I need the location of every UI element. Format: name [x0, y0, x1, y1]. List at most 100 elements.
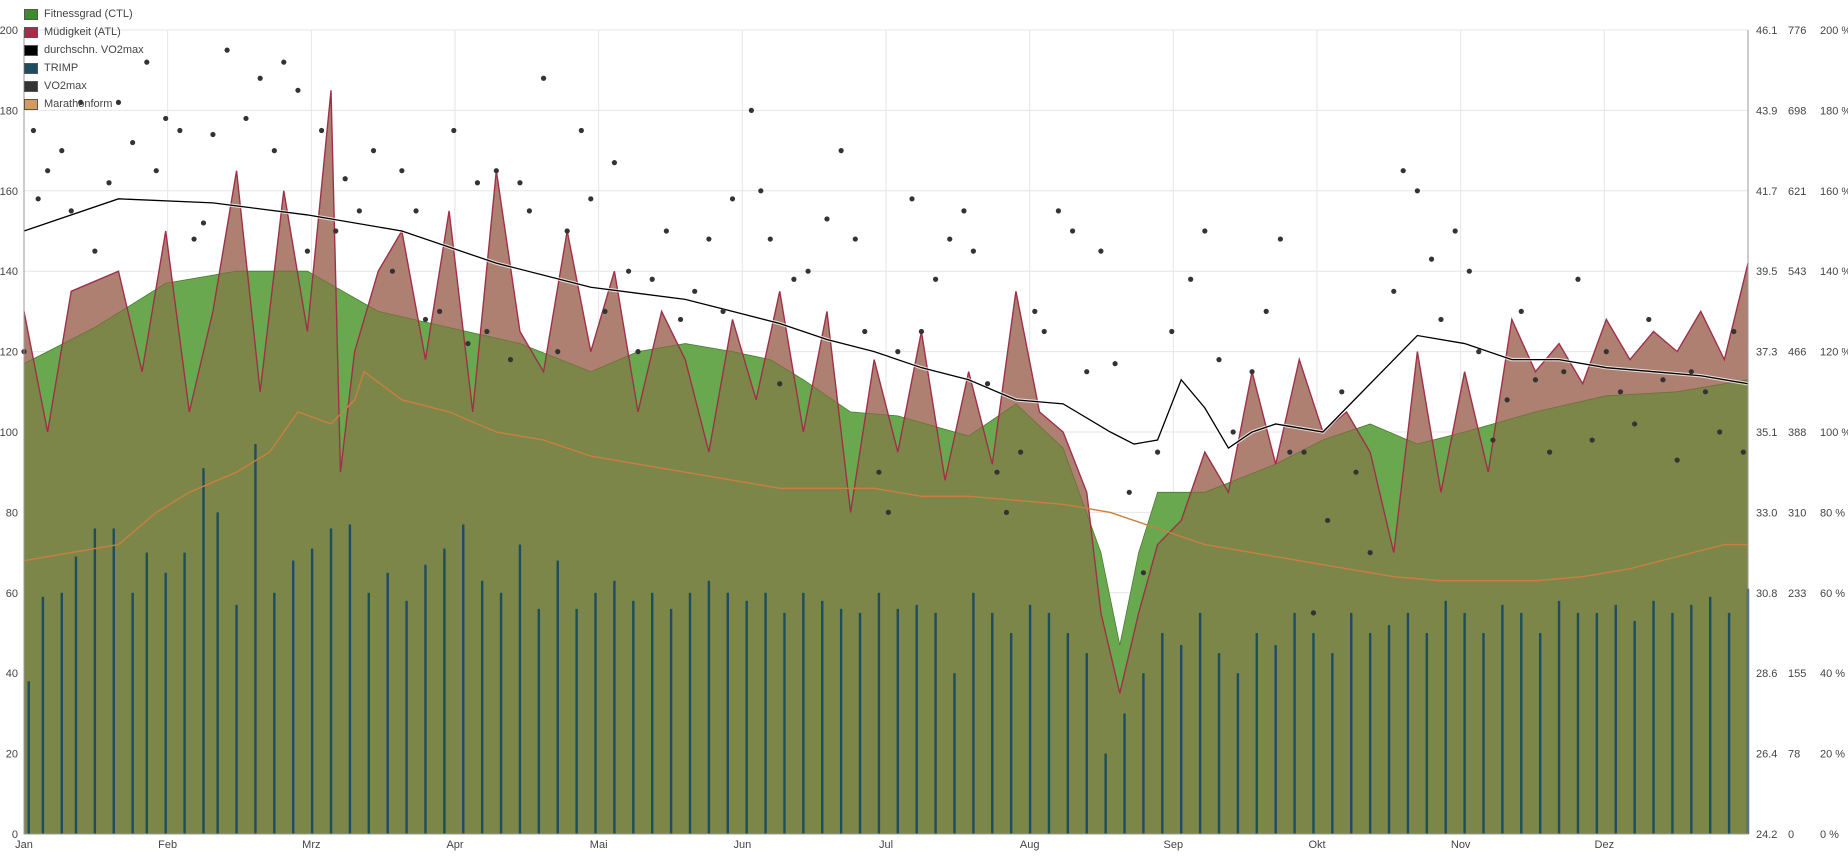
legend-item-avg-vo2max[interactable]: durchschn. VO2max — [24, 41, 144, 59]
vo2max-point — [191, 236, 197, 242]
y-tick-label-vo2max: 46.1 — [1756, 25, 1777, 37]
legend-item-fatigue[interactable]: Müdigkeit (ATL) — [24, 23, 144, 41]
legend-swatch-vo2max — [24, 80, 38, 92]
vo2max-point — [1504, 397, 1510, 403]
legend-item-fitness[interactable]: Fitnessgrad (CTL) — [24, 5, 144, 23]
legend-swatch-fitness — [24, 8, 38, 20]
trimp-bar — [1217, 653, 1221, 834]
vo2max-point — [555, 349, 561, 355]
y-tick-label-vo2max: 28.6 — [1756, 668, 1777, 680]
vo2max-point — [399, 168, 405, 174]
vo2max-point — [932, 276, 939, 282]
vo2max-point — [947, 236, 953, 242]
vo2max-point — [210, 131, 216, 138]
trimp-bar — [783, 612, 786, 834]
y-tick-label-vo2max: 26.4 — [1756, 749, 1777, 761]
trimp-bar — [1576, 612, 1580, 834]
trimp-bar — [74, 556, 78, 834]
vo2max-point — [1391, 288, 1397, 294]
trimp-bar — [915, 604, 918, 834]
vo2max-point — [163, 115, 169, 122]
legend-item-vo2max[interactable]: VO2max — [24, 77, 144, 95]
vo2max-point — [1339, 389, 1345, 395]
legend-item-trimp[interactable]: TRIMP — [24, 59, 144, 77]
vo2max-point — [318, 127, 325, 134]
vo2max-point — [706, 236, 712, 242]
legend-swatch-trimp — [24, 62, 38, 74]
vo2max-point — [1003, 509, 1010, 515]
vo2max-point — [1112, 361, 1118, 367]
y-tick-label-trimp: 466 — [1788, 347, 1806, 359]
legend-item-marathon[interactable]: Marathonform — [24, 95, 144, 113]
vo2max-point — [805, 268, 811, 274]
y-tick-label-percent: 200 % — [1820, 25, 1848, 37]
y-tick-label-left: 40 — [6, 668, 18, 680]
vo2max-point — [92, 248, 98, 254]
trimp-bar — [1633, 620, 1636, 834]
vo2max-point — [994, 469, 1000, 475]
vo2max-point — [1674, 457, 1680, 463]
vo2max-point — [144, 59, 150, 65]
vo2max-point — [1717, 429, 1723, 435]
vo2max-point — [177, 127, 183, 134]
trimp-bar — [1501, 604, 1504, 834]
vo2max-point — [1490, 437, 1496, 443]
vo2max-point — [1547, 449, 1553, 455]
vo2max-point — [918, 328, 925, 335]
vo2max-point — [677, 316, 684, 323]
legend-swatch-marathon — [24, 98, 38, 110]
vo2max-point — [852, 236, 858, 242]
y-tick-label-left: 60 — [6, 588, 18, 600]
vo2max-point — [1660, 377, 1666, 383]
vo2max-point — [1216, 357, 1222, 363]
vo2max-point — [1055, 208, 1061, 214]
vo2max-point — [649, 276, 655, 282]
trimp-bar — [839, 608, 843, 834]
x-tick-label-month: Aug — [1020, 839, 1040, 851]
vo2max-point — [1476, 349, 1482, 355]
y-tick-label-percent: 80 % — [1820, 507, 1845, 519]
y-tick-label-trimp: 310 — [1788, 507, 1806, 519]
vo2max-point — [1154, 449, 1161, 455]
x-tick-label-month: Sep — [1164, 839, 1184, 851]
vo2max-point — [370, 148, 377, 154]
vo2max-point — [1301, 449, 1307, 455]
legend-swatch-avg-vo2max — [24, 44, 38, 56]
trimp-bar — [537, 608, 541, 834]
vo2max-point — [1367, 550, 1373, 556]
vo2max-point — [243, 115, 249, 122]
trimp-bar — [183, 552, 186, 834]
y-tick-label-trimp: 621 — [1788, 186, 1806, 198]
y-tick-label-percent: 140 % — [1820, 266, 1848, 278]
vo2max-point — [1287, 449, 1293, 455]
trimp-bar — [669, 608, 673, 834]
x-tick-label-month: Jun — [733, 839, 751, 851]
trimp-bar — [1444, 600, 1447, 834]
vo2max-point — [271, 148, 277, 154]
trimp-bar — [405, 600, 408, 834]
vo2max-point — [1310, 610, 1317, 616]
y-tick-label-vo2max: 37.3 — [1756, 347, 1777, 359]
vo2max-point — [625, 268, 632, 274]
vo2max-point — [1646, 316, 1652, 323]
vo2max-point — [115, 99, 122, 105]
trimp-bar — [972, 592, 975, 834]
trimp-bar — [1312, 633, 1315, 834]
trimp-bar — [858, 612, 862, 834]
vo2max-point — [909, 196, 915, 202]
fatigue-line — [23, 90, 1749, 694]
vo2max-point — [767, 236, 773, 242]
y-tick-label-vo2max: 43.9 — [1756, 105, 1777, 117]
vo2max-point — [1414, 188, 1420, 194]
y-tick-label-left: 0 — [12, 829, 18, 841]
vo2max-point — [1098, 248, 1104, 254]
vo2max-point — [663, 228, 669, 234]
vo2max-point — [1702, 389, 1709, 395]
vo2max-point — [692, 288, 698, 294]
vo2max-point — [1561, 369, 1567, 375]
vo2max-point — [1688, 369, 1694, 375]
vo2max-point — [200, 220, 207, 226]
trimp-bar — [1047, 612, 1051, 834]
y-tick-label-trimp: 233 — [1788, 588, 1806, 600]
